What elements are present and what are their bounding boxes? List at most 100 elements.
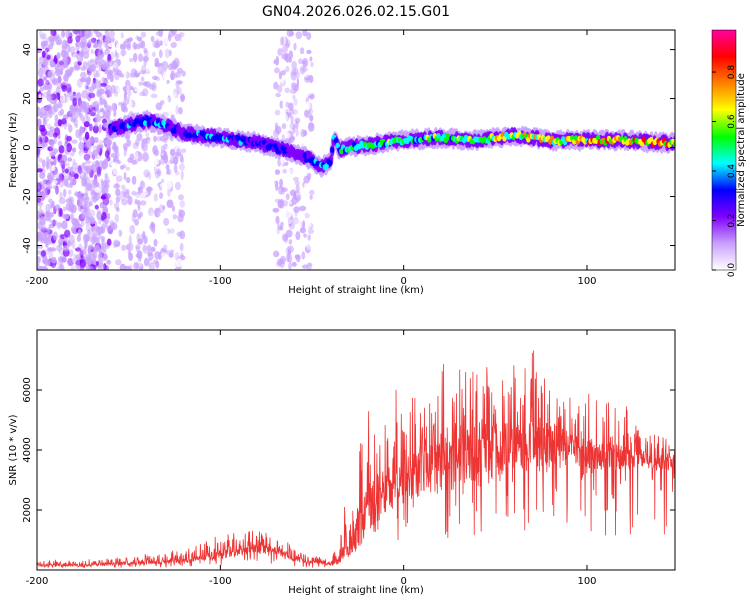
heatmap-noise-cell xyxy=(66,242,73,247)
heatmap-noise-cell xyxy=(133,261,140,270)
heatmap-noise-cell xyxy=(78,152,85,162)
heatmap-noise-cell xyxy=(58,60,64,66)
heatmap-noise-cell xyxy=(136,133,143,141)
heatmap-noise-cell xyxy=(104,30,110,39)
heatmap-noise-cell xyxy=(109,199,113,206)
heatmap-noise-cell xyxy=(87,229,91,235)
heatmap-noise-cell xyxy=(62,245,70,252)
heatmap-noise-cell xyxy=(58,179,65,188)
heatmap-noise-cell xyxy=(71,52,78,58)
heatmap-noise-cell xyxy=(113,61,118,69)
heatmap-noise-cell xyxy=(179,200,185,208)
heatmap-noise-cell xyxy=(80,188,86,194)
heatmap-noise-cell xyxy=(75,44,80,52)
heatmap-noise-cell xyxy=(50,247,57,252)
heatmap-noise-cell xyxy=(112,165,118,176)
heatmap-noise-cell xyxy=(67,44,71,53)
heatmap-noise-cell xyxy=(56,39,60,45)
heatmap-noise-cell xyxy=(166,83,172,92)
heatmap-noise-cell xyxy=(138,186,143,194)
heatmap-noise-cell xyxy=(101,188,107,195)
heatmap-noise-cell xyxy=(70,166,74,174)
heatmap-noise-cell xyxy=(280,78,284,83)
heatmap-noise-cell xyxy=(41,159,46,168)
heatmap-noise-cell xyxy=(82,248,88,255)
heatmap-noise-cell xyxy=(163,138,168,144)
heatmap-noise-cell xyxy=(125,166,131,171)
heatmap-noise-cell xyxy=(289,136,295,143)
heatmap-noise-cell xyxy=(83,176,91,185)
spectrogram-heatmap xyxy=(37,30,675,270)
heatmap-noise-cell xyxy=(48,198,53,203)
heatmap-noise-cell xyxy=(147,139,153,150)
heatmap-noise-cell xyxy=(84,30,92,38)
heatmap-noise-cell xyxy=(95,57,101,65)
heatmap-noise-cell xyxy=(293,216,298,222)
heatmap-noise-cell xyxy=(67,189,72,195)
heatmap-noise-cell xyxy=(94,186,101,193)
heatmap-noise-cell xyxy=(72,97,78,107)
heatmap-noise-cell xyxy=(110,84,116,94)
heatmap-noise-cell xyxy=(283,234,289,244)
heatmap-noise-cell xyxy=(160,145,165,154)
heatmap-noise-cell xyxy=(291,82,297,90)
heatmap-noise-cell xyxy=(164,38,169,45)
heatmap-noise-cell xyxy=(178,194,184,201)
heatmap-noise-cell xyxy=(126,177,131,184)
heatmap-noise-cell xyxy=(174,71,182,78)
heatmap-noise-cell xyxy=(118,220,125,226)
heatmap-noise-cell xyxy=(180,148,187,154)
heatmap-noise-cell xyxy=(279,178,284,187)
heatmap-noise-cell xyxy=(51,165,56,172)
heatmap-noise-cell xyxy=(60,49,67,58)
heatmap-noise-cell xyxy=(47,70,52,78)
heatmap-noise-cell xyxy=(57,207,62,218)
heatmap-noise-cell xyxy=(119,43,125,50)
heatmap-noise-cell xyxy=(69,46,76,55)
y-tick-label: 4000 xyxy=(22,437,33,462)
heatmap-noise-cell xyxy=(83,165,90,172)
heatmap-noise-cell xyxy=(95,69,100,75)
heatmap-noise-cell xyxy=(288,102,294,112)
heatmap-noise-cell xyxy=(102,218,110,224)
snr-x-ticks: -200 -100 0 100 xyxy=(26,330,597,587)
heatmap-noise-cell xyxy=(76,258,81,268)
heatmap-noise-cell xyxy=(153,135,158,142)
heatmap-ridge-core xyxy=(335,142,340,149)
heatmap-noise-cell xyxy=(65,198,73,204)
heatmap-noise-cell xyxy=(290,71,297,81)
heatmap-noise-cell xyxy=(128,85,134,91)
heatmap-noise-cell xyxy=(106,106,113,113)
heatmap-noise-cell xyxy=(109,162,116,167)
heatmap-ridge-core xyxy=(639,140,645,147)
heatmap-noise-cell xyxy=(83,51,90,59)
heatmap-noise-cell xyxy=(154,251,161,260)
heatmap-noise-cell xyxy=(280,186,286,195)
heatmap-noise-cell xyxy=(152,51,156,58)
heatmap-noise-cell xyxy=(97,32,104,41)
heatmap-noise-cell xyxy=(104,193,111,199)
heatmap-noise-cell xyxy=(71,227,78,234)
heatmap-noise-cell xyxy=(65,70,73,76)
heatmap-noise-cell xyxy=(299,91,306,96)
heatmap-noise-cell xyxy=(121,244,126,251)
heatmap-noise-cell xyxy=(119,154,124,162)
heatmap-noise-cell xyxy=(48,35,54,42)
heatmap-noise-cell xyxy=(160,252,167,258)
heatmap-noise-cell xyxy=(294,266,300,270)
heatmap-noise-cell xyxy=(152,145,158,155)
heatmap-noise-cell xyxy=(79,50,84,58)
heatmap-noise-cell xyxy=(57,222,63,228)
heatmap-noise-cell xyxy=(106,213,111,220)
heatmap-ridge-core xyxy=(330,146,335,153)
heatmap-noise-cell xyxy=(117,86,123,96)
heatmap-noise-cell xyxy=(42,254,48,264)
heatmap-noise-cell xyxy=(281,123,287,130)
heatmap-noise-cell xyxy=(180,170,184,181)
heatmap-noise-cell xyxy=(77,164,83,175)
heatmap-noise-cell xyxy=(142,243,147,252)
heatmap-noise-cell xyxy=(129,224,135,235)
heatmap-noise-cell xyxy=(164,48,170,59)
heatmap-noise-cell xyxy=(100,195,106,200)
heatmap-noise-cell xyxy=(122,143,128,150)
